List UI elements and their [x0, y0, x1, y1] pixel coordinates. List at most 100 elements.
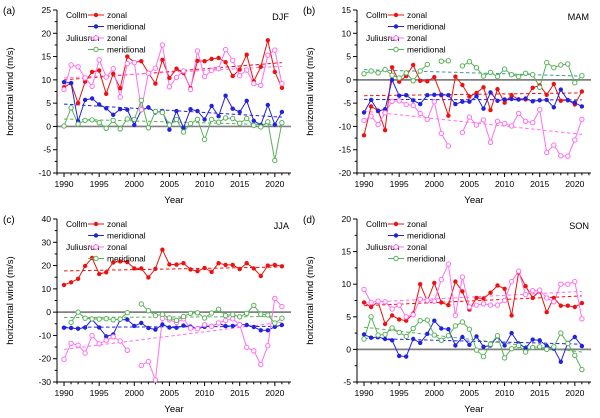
point-juliusruh-zonal: [565, 281, 571, 287]
point-collm-meridional: [111, 112, 116, 118]
point-juliusruh-meridional: [152, 312, 159, 319]
x-tick-label: 1995: [90, 179, 109, 189]
point-juliusruh-zonal: [368, 299, 374, 306]
point-juliusruh-zonal: [375, 121, 381, 128]
point-juliusruh-zonal: [431, 99, 438, 105]
point-collm-meridional: [61, 80, 67, 85]
point-collm-zonal: [202, 59, 207, 64]
point-collm-meridional: [558, 87, 563, 92]
point-collm-zonal: [495, 283, 500, 288]
point-juliusruh-meridional: [272, 157, 278, 164]
point-juliusruh-meridional: [515, 342, 522, 349]
line-collm-meridional: [363, 319, 583, 364]
point-juliusruh-zonal: [279, 80, 285, 87]
point-juliusruh-zonal: [230, 57, 236, 63]
point-juliusruh-zonal: [417, 296, 423, 302]
legend-site-juliusruh: Juliusruh: [366, 242, 400, 252]
point-collm-meridional: [75, 326, 81, 331]
point-juliusruh-meridional: [75, 309, 81, 315]
point-collm-meridional: [530, 99, 535, 104]
point-juliusruh-meridional: [361, 71, 367, 77]
point-juliusruh-meridional: [410, 325, 416, 332]
legend-marker: [93, 35, 99, 41]
point-collm-meridional: [446, 327, 451, 332]
point-collm-meridional: [361, 332, 367, 337]
point-juliusruh-zonal: [103, 337, 109, 344]
legend-label-meridional: meridional: [107, 22, 146, 32]
point-collm-meridional: [404, 354, 409, 359]
legend-marker: [393, 233, 399, 238]
point-collm-meridional: [89, 96, 95, 101]
point-juliusruh-zonal: [522, 291, 529, 298]
point-juliusruh-zonal: [272, 47, 278, 53]
y-tick-label: 15: [41, 52, 51, 62]
point-collm-zonal: [397, 79, 402, 84]
point-juliusruh-zonal: [131, 59, 138, 66]
point-juliusruh-meridional: [187, 310, 194, 317]
point-collm-meridional: [265, 102, 270, 108]
legend-marker: [93, 244, 99, 250]
point-juliusruh-zonal: [459, 129, 466, 136]
line-collm-meridional: [363, 78, 583, 113]
point-collm-meridional: [368, 335, 374, 340]
point-collm-zonal: [258, 273, 263, 279]
point-collm-zonal: [160, 57, 165, 62]
point-collm-zonal: [460, 289, 465, 294]
point-juliusruh-zonal: [75, 64, 81, 70]
point-juliusruh-meridional: [180, 313, 187, 320]
y-tick-label: 0: [346, 75, 351, 85]
point-juliusruh-zonal: [382, 110, 388, 116]
point-juliusruh-meridional: [215, 306, 222, 313]
panel-b-mam: -20 -15 -10 -5 0 5 10 15 1990 1995 2000 2005 2010 201…: [300, 0, 600, 209]
point-juliusruh-meridional: [194, 310, 201, 316]
x-tick-label: 2020: [565, 388, 584, 398]
point-collm-zonal: [202, 265, 207, 271]
point-juliusruh-zonal: [244, 344, 250, 351]
point-collm-meridional: [181, 323, 186, 328]
point-collm-zonal: [361, 133, 367, 138]
x-tick-label: 2015: [230, 388, 249, 398]
point-collm-zonal: [272, 262, 277, 268]
point-collm-zonal: [97, 68, 102, 73]
point-collm-meridional: [530, 337, 535, 342]
point-juliusruh-zonal: [375, 298, 381, 304]
point-juliusruh-zonal: [396, 98, 402, 104]
point-juliusruh-meridional: [237, 314, 243, 320]
point-juliusruh-zonal: [208, 67, 215, 74]
point-collm-meridional: [223, 93, 228, 98]
point-collm-zonal: [230, 73, 235, 79]
point-juliusruh-meridional: [551, 65, 557, 71]
y-tick-label: 40: [41, 214, 51, 224]
point-juliusruh-meridional: [382, 331, 388, 338]
point-juliusruh-zonal: [251, 348, 257, 354]
x-tick-label: 2020: [565, 179, 584, 189]
point-collm-meridional: [251, 324, 256, 330]
point-collm-meridional: [481, 106, 486, 111]
point-juliusruh-meridional: [522, 349, 529, 355]
point-juliusruh-meridional: [480, 353, 487, 360]
x-tick-label: 2020: [265, 179, 284, 189]
point-juliusruh-zonal: [389, 98, 395, 105]
y-axis-title: horizontal wind (m/s): [5, 256, 16, 345]
point-collm-meridional: [237, 109, 242, 115]
point-collm-zonal: [139, 59, 144, 64]
point-juliusruh-meridional: [244, 115, 250, 122]
point-collm-meridional: [174, 325, 179, 330]
point-juliusruh-zonal: [494, 302, 501, 308]
x-tick-label: 2015: [230, 179, 249, 189]
point-juliusruh-meridional: [208, 116, 215, 123]
point-juliusruh-zonal: [244, 67, 250, 73]
point-juliusruh-meridional: [89, 117, 95, 123]
point-collm-zonal: [146, 275, 151, 280]
point-juliusruh-zonal: [194, 48, 201, 54]
point-collm-zonal: [223, 60, 228, 65]
point-juliusruh-meridional: [473, 65, 480, 71]
point-collm-zonal: [216, 261, 221, 266]
legend-label-zonal: zonal: [407, 10, 427, 20]
point-collm-zonal: [579, 300, 585, 306]
point-juliusruh-meridional: [68, 105, 74, 111]
trend-juliusruh-zonal: [363, 110, 582, 135]
point-collm-zonal: [530, 85, 535, 91]
point-collm-meridional: [474, 94, 479, 99]
point-collm-zonal: [139, 266, 144, 271]
